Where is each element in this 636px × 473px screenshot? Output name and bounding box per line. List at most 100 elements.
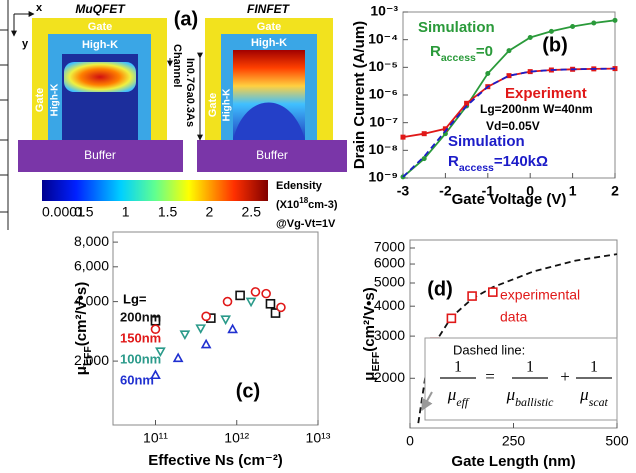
- marker: [174, 354, 182, 361]
- x-axis-title: Effective Ns (cm⁻²): [148, 452, 283, 469]
- marker: [229, 325, 237, 332]
- marker: [251, 288, 259, 296]
- gate-label: Gate: [257, 21, 281, 33]
- y-tick-label: 10⁻⁸: [368, 141, 398, 157]
- annotation: Raccess=140kΩ: [448, 153, 548, 174]
- x-tick-label: 10¹²: [224, 430, 249, 446]
- legend-label: 60nm: [120, 372, 154, 387]
- colorbar-title: Edensity: [276, 180, 323, 192]
- x-tick-label: 0: [406, 433, 414, 449]
- marker: [422, 157, 426, 161]
- marker: [277, 303, 285, 311]
- x-axis-title: Gate Length (nm): [451, 453, 575, 470]
- colorbar-tick-label: 2: [206, 204, 214, 220]
- marker: [202, 340, 210, 347]
- annotation: data: [500, 309, 527, 325]
- units-end: cm-3): [308, 199, 338, 211]
- y-axis-title-part: (cm²/V•s): [361, 287, 378, 351]
- colorbar-tick-label: 0.5: [74, 204, 94, 220]
- panel-label: (b): [542, 34, 568, 56]
- y-tick-label: 10⁻⁹: [368, 169, 398, 185]
- annotation-part: =0: [476, 43, 493, 60]
- x-tick-label: 2: [611, 183, 619, 199]
- annotation-part: R: [448, 153, 459, 170]
- channel-label: Channel: [171, 44, 183, 87]
- panel-label: (d): [427, 278, 453, 300]
- marker: [197, 325, 205, 332]
- annotation: Raccess=0: [430, 43, 493, 64]
- formula-den-part: μ: [447, 385, 457, 404]
- formula-title: Dashed line:: [453, 342, 525, 357]
- formula-den-part: scat: [589, 395, 609, 409]
- marker: [507, 49, 511, 53]
- marker: [401, 135, 405, 139]
- y-tick-label: 10⁻⁷: [369, 113, 398, 129]
- colorbar-tick-label: 1: [122, 204, 130, 220]
- buffer-label: Buffer: [256, 148, 288, 162]
- marker: [528, 35, 532, 39]
- marker: [262, 290, 270, 298]
- axis-y-label: y: [22, 38, 29, 50]
- gate-label: Gate: [88, 21, 112, 33]
- annotation-part: access: [459, 162, 494, 174]
- x-tick-label: -2: [439, 183, 452, 199]
- colorbar-units: (X1018cm-3): [276, 196, 338, 211]
- high-k-label: High-K: [50, 83, 61, 117]
- y-tick-label: 6000: [374, 255, 405, 271]
- high-k-label: High-K: [251, 37, 287, 49]
- y-axis-title-part: μ: [361, 372, 378, 381]
- marker: [465, 101, 469, 105]
- y-axis-title-part: EFF: [82, 346, 94, 366]
- x-tick-label: 500: [605, 433, 629, 449]
- annotation-part: =140kΩ: [494, 153, 548, 170]
- marker: [489, 288, 497, 296]
- y-axis-title: Drain Current (A/um): [351, 21, 368, 169]
- y-axis-title-part: (cm²/V•s): [73, 282, 90, 346]
- legend-label: 100nm: [120, 351, 161, 366]
- panel-label: (a): [174, 8, 198, 30]
- colorbar-tick-label: 1.5: [158, 204, 178, 220]
- legend-label: 200nm: [120, 309, 161, 324]
- y-tick-label: 5000: [374, 274, 405, 290]
- y-tick-label: 8,000: [74, 233, 109, 249]
- legend-title: Lg=: [123, 291, 147, 306]
- formula-op: +: [560, 367, 570, 386]
- y-axis-title-part: EFF: [370, 351, 382, 371]
- formula-den-part: ballistic: [515, 395, 554, 409]
- marker: [468, 292, 476, 300]
- annotation-part: R: [430, 43, 441, 60]
- marker: [549, 29, 553, 33]
- x-tick-label: 10¹¹: [143, 430, 168, 446]
- buffer-label: Buffer: [84, 148, 116, 162]
- marker: [447, 314, 455, 322]
- marker: [222, 316, 230, 323]
- x-tick-label: 1: [569, 183, 577, 199]
- x-tick-label: 250: [502, 433, 526, 449]
- y-tick-label: 10⁻⁴: [368, 30, 398, 46]
- marker: [266, 300, 274, 308]
- marker: [571, 24, 575, 28]
- legend-label: Experiment: [505, 85, 587, 102]
- y-tick-label: 6,000: [74, 258, 109, 274]
- y-tick-label: 4000: [374, 297, 405, 313]
- y-tick-label: 10⁻³: [370, 3, 398, 19]
- marker: [613, 18, 617, 22]
- colorbar-tick-label: 2.5: [242, 204, 262, 220]
- marker: [202, 312, 210, 320]
- x-axis-title: Gate Voltage (V): [452, 191, 567, 208]
- units: (X10: [276, 199, 299, 211]
- formula-den-part: μ: [506, 385, 516, 404]
- marker: [247, 298, 255, 305]
- annotation-part: access: [441, 52, 476, 64]
- formula-den-part: eff: [456, 395, 470, 409]
- marker: [224, 298, 232, 306]
- table-edge: [0, 0, 8, 230]
- gate-label: Gate: [207, 93, 219, 117]
- y-tick-label: 10⁻⁶: [369, 86, 398, 102]
- gate-label: Gate: [34, 88, 46, 112]
- marker: [181, 331, 189, 338]
- marker: [486, 71, 490, 75]
- x-tick-label: 10¹³: [306, 430, 331, 446]
- axis-x-label: x: [36, 2, 43, 14]
- density: [64, 62, 136, 92]
